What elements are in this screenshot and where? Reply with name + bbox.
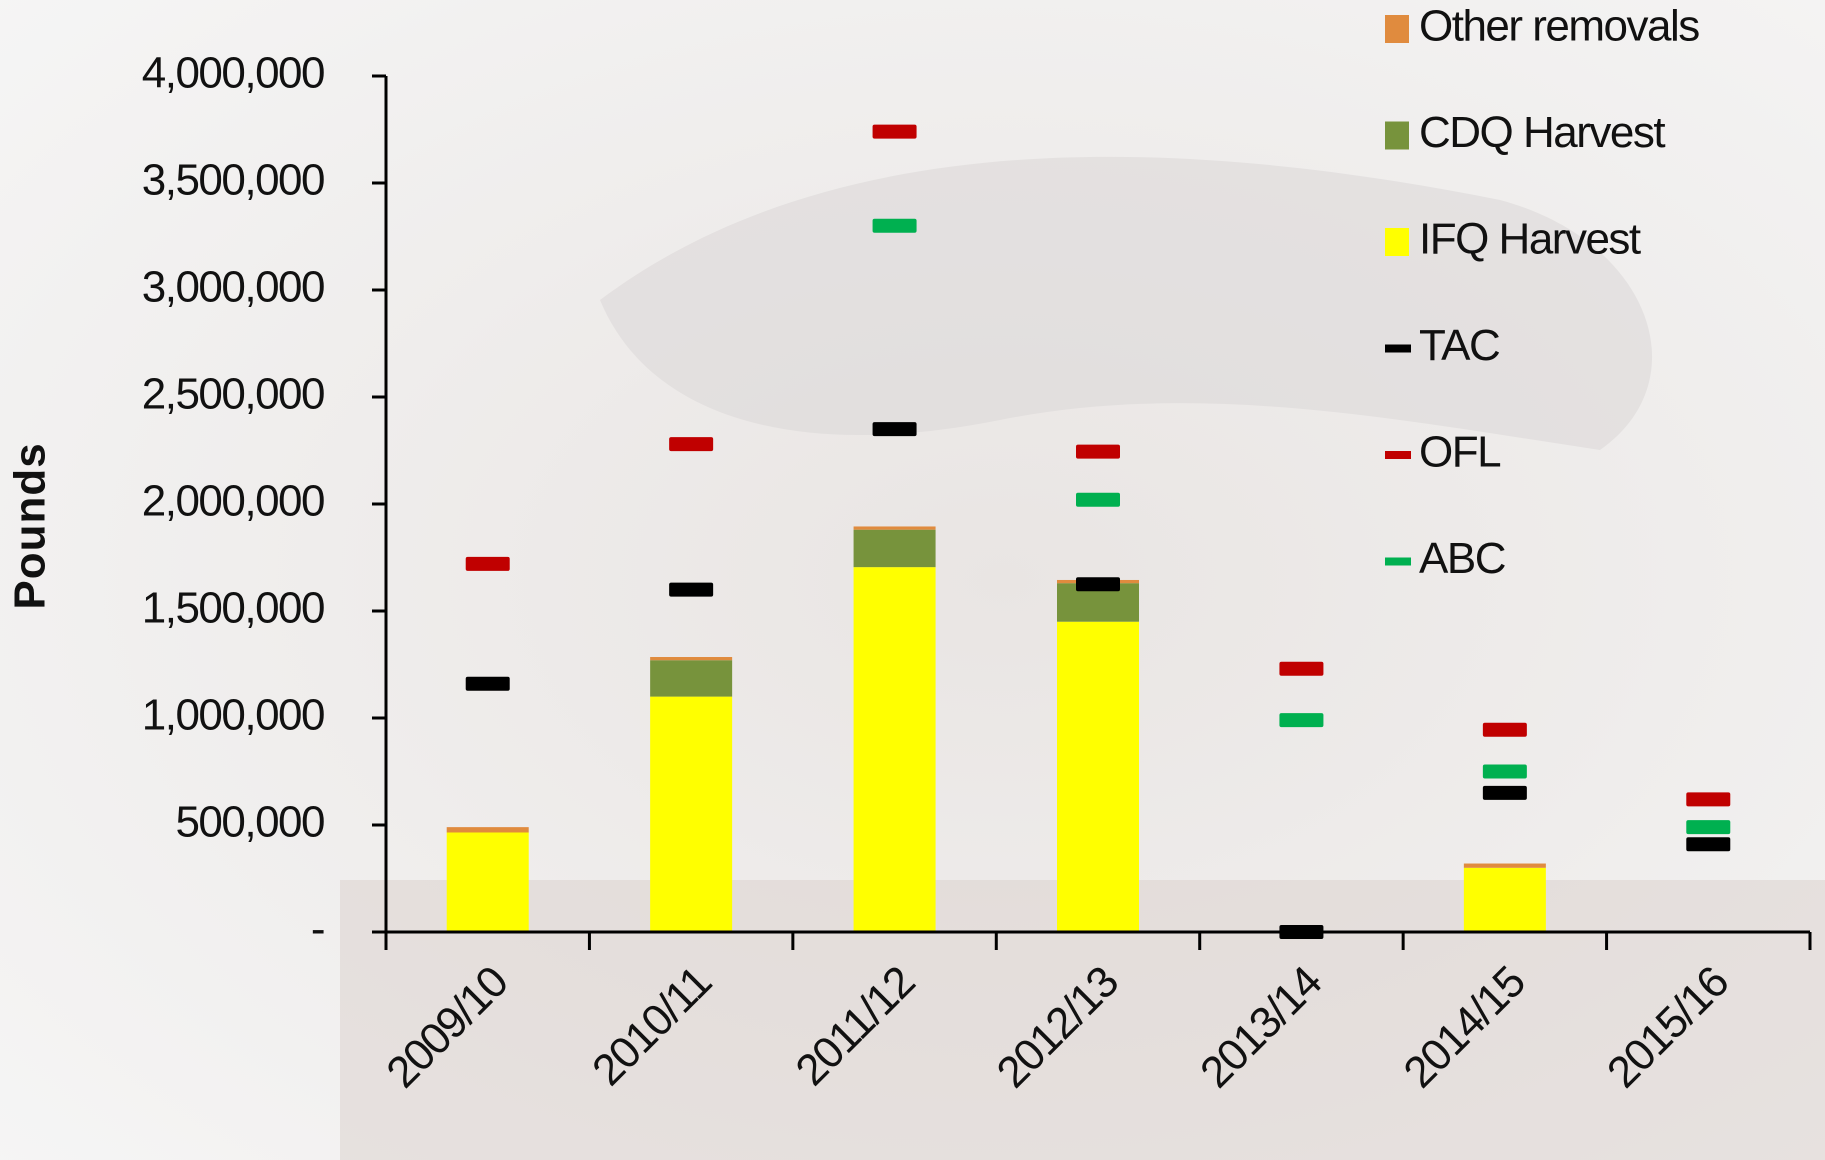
marker — [1076, 493, 1120, 507]
y-tick-label: 2,000,000 — [142, 477, 324, 526]
bar-segment — [650, 657, 732, 660]
legend-label: CDQ Harvest — [1419, 108, 1665, 157]
marker — [669, 437, 713, 451]
bar-segment — [650, 697, 732, 932]
legend-swatch — [1385, 558, 1411, 566]
y-tick-label: 3,000,000 — [142, 263, 324, 312]
legend-swatch — [1385, 451, 1411, 459]
marker — [1686, 820, 1730, 834]
page: Pounds - 500,000 1,000,000 1,500,000 2,000,0… — [0, 0, 1825, 1160]
y-tick-label: 4,000,000 — [142, 49, 324, 98]
bar-segment — [447, 827, 529, 832]
bar-segment — [854, 530, 936, 567]
marker — [1279, 713, 1323, 727]
marker — [1279, 662, 1323, 676]
y-axis-label: Pounds — [6, 442, 55, 609]
marker — [1483, 765, 1527, 779]
bar-segment — [854, 567, 936, 932]
y-tick-label: 1,000,000 — [142, 691, 324, 740]
y-tick-label: - — [311, 905, 324, 954]
bar-segment — [650, 660, 732, 696]
bar-segment — [1464, 868, 1546, 932]
marker — [466, 557, 510, 571]
bar-segment — [1464, 864, 1546, 868]
legend-label: ABC — [1419, 534, 1506, 583]
bar-segment — [1057, 622, 1139, 932]
marker — [1483, 723, 1527, 737]
legend-swatch — [1385, 345, 1411, 353]
bar-segment — [854, 526, 936, 529]
bar-segment — [447, 832, 529, 932]
marker — [1483, 786, 1527, 800]
legend-swatch — [1385, 122, 1409, 150]
y-tick-label: 1,500,000 — [142, 584, 324, 633]
y-tick-label: 3,500,000 — [142, 156, 324, 205]
legend-label: TAC — [1419, 321, 1500, 370]
marker — [1686, 792, 1730, 806]
legend-label: OFL — [1419, 428, 1501, 477]
chart: Pounds - 500,000 1,000,000 1,500,000 2,000,0… — [0, 0, 1825, 1160]
marker — [1686, 837, 1730, 851]
legend-swatch — [1385, 228, 1409, 256]
marker — [1076, 445, 1120, 459]
marker — [1076, 577, 1120, 591]
marker — [873, 422, 917, 436]
marker — [873, 219, 917, 233]
legend-swatch — [1385, 15, 1409, 43]
marker — [466, 677, 510, 691]
marker — [669, 583, 713, 597]
y-tick-label: 500,000 — [175, 798, 324, 847]
marker — [873, 125, 917, 139]
y-tick-label: 2,500,000 — [142, 370, 324, 419]
legend-label: Other removals — [1419, 2, 1699, 51]
legend-label: IFQ Harvest — [1419, 215, 1641, 264]
